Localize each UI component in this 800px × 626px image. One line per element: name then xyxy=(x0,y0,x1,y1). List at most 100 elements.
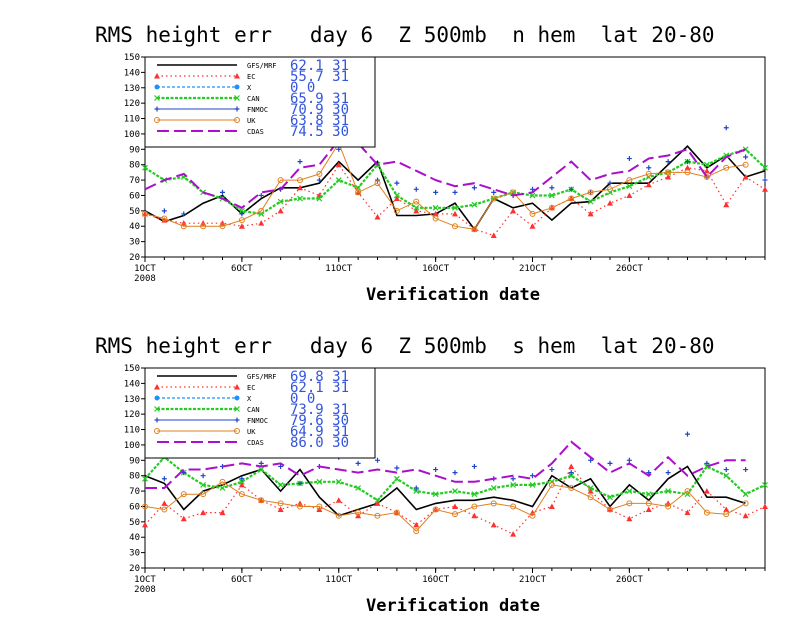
data-point-marker xyxy=(277,481,284,488)
data-point-marker xyxy=(335,497,342,503)
data-point-marker xyxy=(490,232,497,238)
legend-entry-uk: UK 64.9 31 xyxy=(154,424,349,440)
data-point-marker xyxy=(548,192,555,199)
data-point-marker xyxy=(626,177,633,184)
data-point-marker xyxy=(471,185,477,191)
data-point-marker xyxy=(161,208,167,214)
data-point-marker xyxy=(355,485,362,491)
data-point-marker xyxy=(413,521,420,528)
chart-panel-1: RMS height err day 6 Z 500mb n hem lat 2… xyxy=(95,23,768,305)
data-point-marker xyxy=(742,512,749,519)
data-point-marker xyxy=(277,177,284,184)
data-point-marker xyxy=(530,473,535,479)
series-line xyxy=(144,455,766,502)
data-point-marker xyxy=(432,506,439,513)
y-tick-label: 50 xyxy=(129,518,140,528)
y-tick-label: 20 xyxy=(129,564,140,574)
data-point-marker xyxy=(645,506,652,513)
data-point-marker xyxy=(142,210,148,217)
series-line xyxy=(144,481,746,532)
chart-title: RMS height err day 6 Z 500mb s hem lat 2… xyxy=(95,334,715,358)
data-point-marker xyxy=(161,217,168,223)
data-point-marker xyxy=(234,395,240,401)
data-point-marker xyxy=(626,457,632,463)
data-point-marker xyxy=(665,159,671,165)
data-point-marker xyxy=(316,177,322,183)
data-point-marker xyxy=(238,481,245,488)
data-point-marker xyxy=(587,488,594,494)
data-point-marker xyxy=(154,428,160,434)
data-point-marker xyxy=(161,506,168,513)
data-point-marker xyxy=(471,503,478,510)
series-line xyxy=(144,465,746,517)
data-point-marker xyxy=(413,207,420,214)
x-year-label: 2008 xyxy=(134,585,156,595)
data-point-marker xyxy=(393,207,400,214)
data-point-marker xyxy=(219,478,226,485)
data-point-marker xyxy=(471,463,477,469)
data-point-marker xyxy=(703,161,710,168)
series-line xyxy=(144,145,766,231)
y-tick-label: 110 xyxy=(124,426,140,436)
legend-label: GFS/MRF xyxy=(247,373,277,381)
data-point-marker xyxy=(510,481,517,488)
data-point-marker xyxy=(607,494,613,501)
data-point-marker xyxy=(762,481,768,488)
legend-stat: 70.9 30 xyxy=(290,102,349,118)
y-tick-label: 130 xyxy=(124,395,140,405)
data-point-marker xyxy=(490,500,497,507)
data-point-marker xyxy=(161,476,167,482)
data-point-marker xyxy=(723,125,729,131)
data-point-marker xyxy=(297,195,303,202)
data-point-marker xyxy=(393,509,400,516)
data-point-marker xyxy=(316,170,323,177)
x-tick-label: 11OCT xyxy=(325,264,353,274)
data-point-marker xyxy=(452,470,458,476)
data-point-marker xyxy=(161,215,168,222)
data-point-marker xyxy=(413,488,420,495)
data-point-marker xyxy=(432,491,439,498)
series-cdas xyxy=(145,440,746,489)
data-point-marker xyxy=(238,207,245,214)
y-tick-label: 30 xyxy=(129,549,140,559)
y-tick-label: 120 xyxy=(124,99,140,109)
data-point-marker xyxy=(626,500,633,507)
legend-entry-cdas: CDAS 86.0 30 xyxy=(157,435,349,451)
x-tick-label: 16OCT xyxy=(422,264,450,274)
data-point-marker xyxy=(316,503,323,510)
series-line xyxy=(145,440,746,489)
data-point-marker xyxy=(433,189,439,195)
data-point-marker xyxy=(234,428,240,434)
data-point-marker xyxy=(154,417,160,423)
chart-title: RMS height err day 6 Z 500mb n hem lat 2… xyxy=(95,23,715,47)
data-point-marker xyxy=(234,117,240,123)
legend-label: CDAS xyxy=(247,128,264,136)
data-point-marker xyxy=(529,210,536,217)
x-tick-label: 1OCT xyxy=(134,575,156,585)
series-gfs-mrf xyxy=(144,465,746,517)
data-point-marker xyxy=(154,73,160,79)
data-point-marker xyxy=(471,201,478,208)
data-point-marker xyxy=(549,467,555,473)
data-point-marker xyxy=(374,180,381,187)
data-point-marker xyxy=(742,500,749,507)
data-point-marker xyxy=(452,223,458,230)
data-point-marker xyxy=(568,186,574,192)
data-point-marker xyxy=(413,198,420,205)
data-point-marker xyxy=(432,210,439,217)
y-tick-label: 20 xyxy=(129,253,140,263)
data-point-marker xyxy=(762,186,768,192)
data-point-marker xyxy=(394,465,400,471)
y-tick-label: 140 xyxy=(124,68,140,78)
data-point-marker xyxy=(685,431,690,437)
legend-label: EC xyxy=(247,73,255,81)
legend-stat: 74.5 30 xyxy=(290,124,349,140)
data-point-marker xyxy=(723,467,729,473)
data-point-marker xyxy=(471,226,478,233)
data-point-marker xyxy=(258,460,264,466)
data-point-marker xyxy=(548,481,555,488)
y-tick-label: 90 xyxy=(129,456,140,466)
data-point-marker xyxy=(530,186,535,192)
x-tick-label: 26OCT xyxy=(616,575,644,585)
data-point-marker xyxy=(665,174,672,180)
